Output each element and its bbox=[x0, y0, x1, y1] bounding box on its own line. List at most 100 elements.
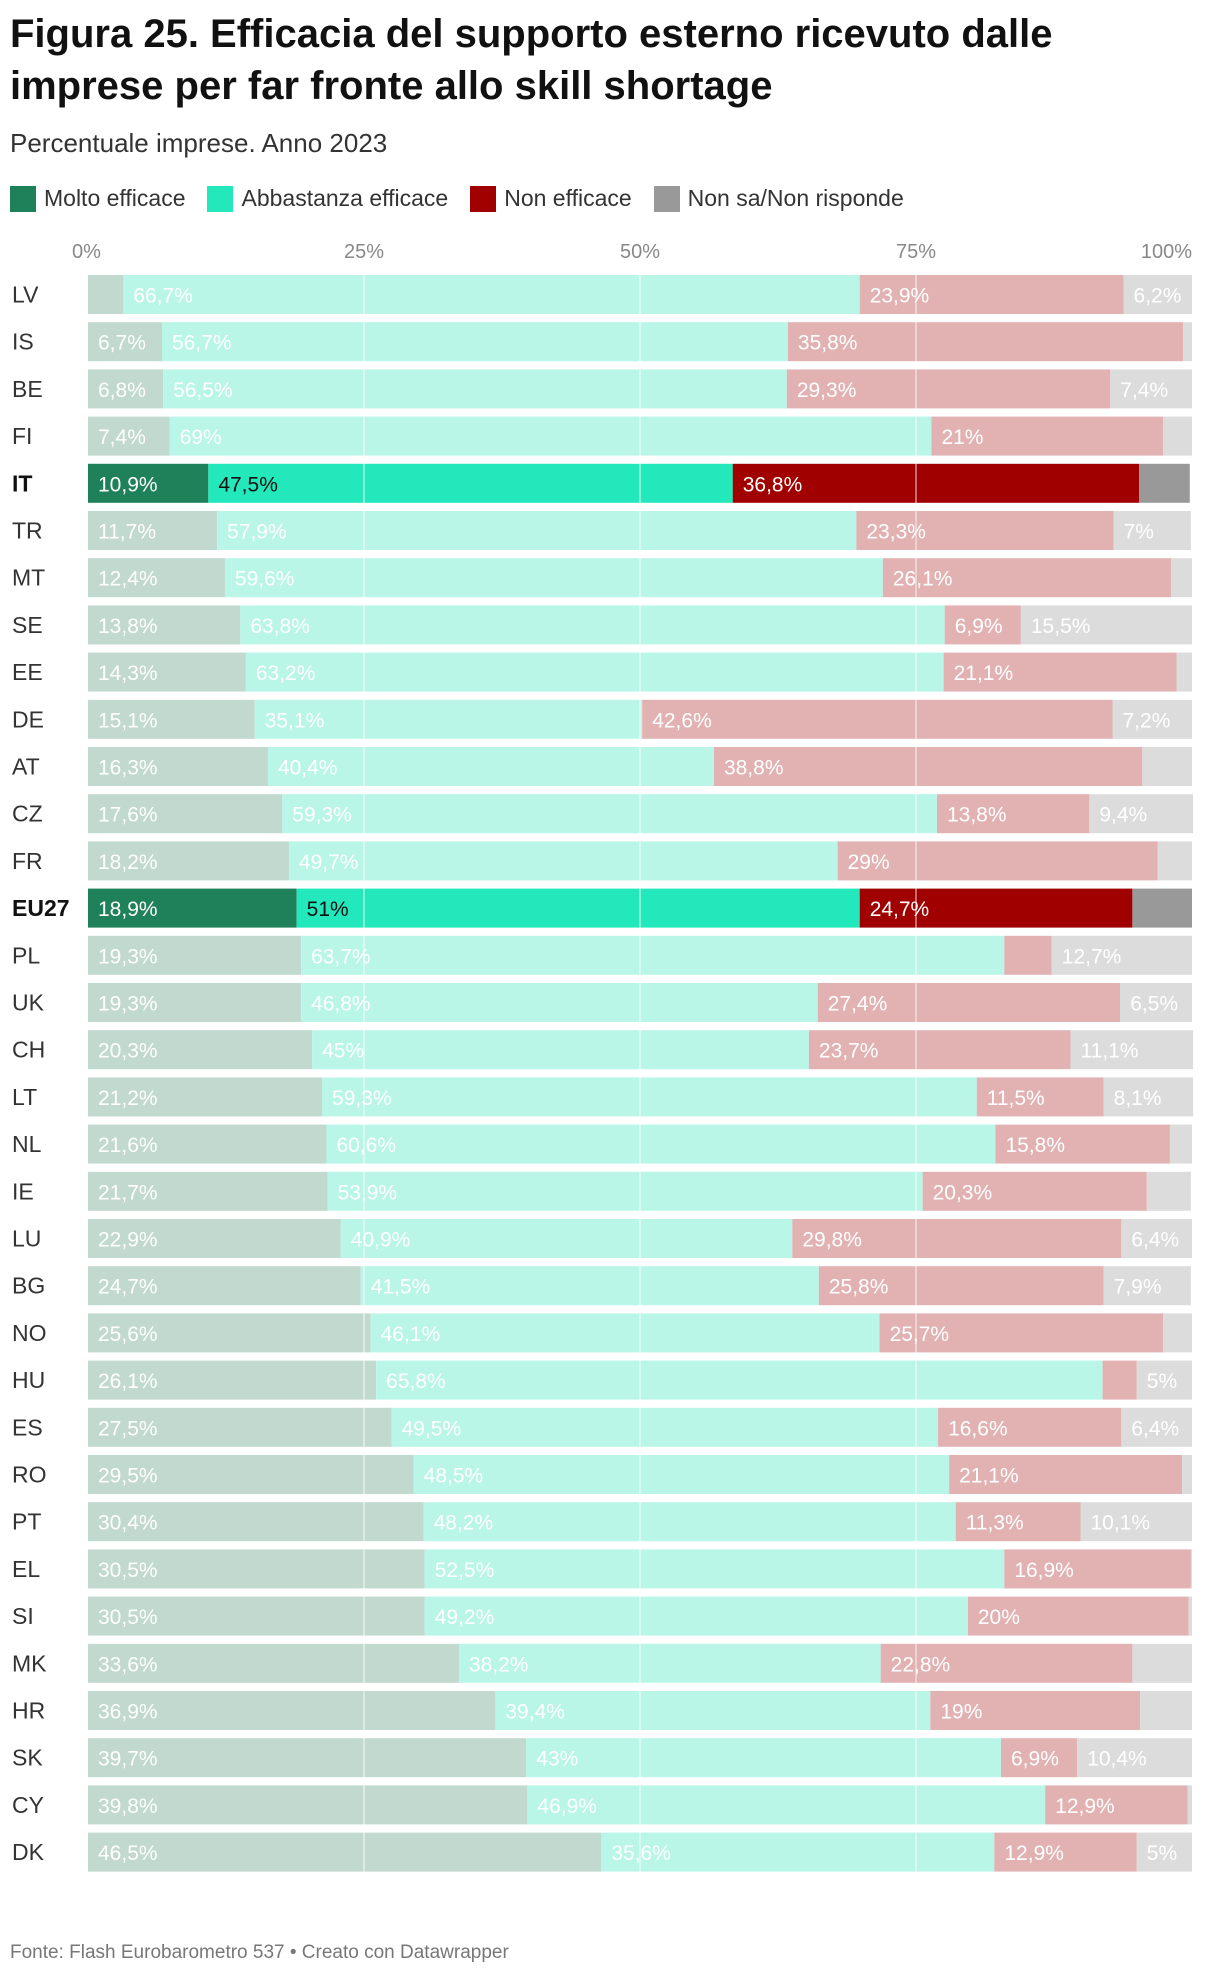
legend: Molto efficace Abbastanza efficace Non eff… bbox=[10, 185, 904, 212]
data-label: 6,5% bbox=[1130, 993, 1178, 1016]
bar-segment bbox=[1163, 1313, 1192, 1353]
bar-segment bbox=[217, 511, 857, 550]
bar-segment bbox=[1080, 1502, 1192, 1542]
bar-segment bbox=[1182, 1455, 1192, 1494]
country-label: LT bbox=[12, 1084, 37, 1110]
data-label: 30,5% bbox=[98, 1559, 158, 1582]
data-label: 23,7% bbox=[819, 1040, 879, 1063]
bar-segment bbox=[949, 1455, 1183, 1494]
legend-swatch bbox=[653, 185, 680, 212]
bar-segment bbox=[88, 1030, 313, 1070]
bar-segment bbox=[1123, 275, 1192, 314]
data-label: 25,8% bbox=[829, 1276, 889, 1299]
data-label: 27,5% bbox=[98, 1417, 158, 1440]
country-label: SK bbox=[12, 1745, 43, 1771]
data-label: 63,7% bbox=[311, 945, 371, 968]
data-label: 7,2% bbox=[1123, 709, 1171, 732]
bar-segment bbox=[370, 1313, 880, 1353]
bar-segment bbox=[1004, 935, 1052, 975]
data-label: 46,1% bbox=[381, 1323, 441, 1346]
data-label: 6,2% bbox=[1134, 285, 1182, 308]
data-label: 15,8% bbox=[1005, 1134, 1065, 1157]
data-label: 14,3% bbox=[98, 662, 158, 685]
bar-segment bbox=[88, 605, 241, 645]
bar-segment bbox=[88, 1785, 528, 1825]
country-label: CH bbox=[12, 1037, 45, 1063]
country-label: ES bbox=[12, 1414, 43, 1440]
bar-segment bbox=[859, 888, 1133, 928]
data-label: 6,9% bbox=[955, 615, 1003, 638]
stacked-bar-chart: 0% 25% 50% 75% 100% 66,7% 23,9% 6,2% 6,7% 56,7% 35… bbox=[12, 241, 1194, 1872]
bar-segment bbox=[88, 1738, 527, 1778]
bar-segment bbox=[1187, 1785, 1192, 1825]
bar-segment bbox=[856, 511, 1114, 550]
bar-segment bbox=[1163, 416, 1192, 456]
x-tick-label: 100% bbox=[1141, 241, 1192, 263]
bar-segment bbox=[296, 888, 860, 928]
bar-segment bbox=[288, 841, 838, 881]
legend-item: Non efficace bbox=[470, 185, 632, 212]
data-label: 7,4% bbox=[98, 426, 146, 449]
bar-segment bbox=[1113, 511, 1191, 550]
data-label: 39,4% bbox=[505, 1701, 565, 1724]
data-label: 40,9% bbox=[351, 1229, 411, 1252]
bar-segment bbox=[1183, 322, 1192, 362]
bar-segment bbox=[922, 1171, 1147, 1211]
bar-segment bbox=[1110, 369, 1192, 409]
country-label: EL bbox=[12, 1556, 40, 1582]
bar-segment bbox=[817, 983, 1121, 1022]
bar-segment bbox=[88, 1313, 371, 1353]
bar-segment bbox=[391, 1407, 939, 1447]
legend-swatch bbox=[207, 185, 234, 212]
bar-segment bbox=[88, 983, 302, 1022]
bar-segment bbox=[976, 1077, 1104, 1117]
bar-segment bbox=[936, 794, 1090, 834]
data-label: 6,9% bbox=[1011, 1748, 1059, 1771]
data-label: 21% bbox=[941, 426, 983, 449]
data-label: 7,4% bbox=[1120, 379, 1168, 402]
bar-segment bbox=[1132, 1643, 1192, 1683]
data-label: 9,4% bbox=[1099, 804, 1147, 827]
bar-segment bbox=[424, 1596, 968, 1636]
data-label: 41,5% bbox=[371, 1276, 431, 1299]
data-label: 29,5% bbox=[98, 1465, 158, 1488]
data-label: 6,7% bbox=[98, 332, 146, 355]
data-label: 38,2% bbox=[469, 1653, 529, 1676]
data-label: 39,7% bbox=[98, 1748, 158, 1771]
bar-segment bbox=[1136, 1360, 1192, 1400]
data-label: 23,9% bbox=[870, 285, 930, 308]
data-label: 26,1% bbox=[98, 1370, 158, 1393]
data-label: 23,3% bbox=[866, 521, 926, 544]
country-label: SE bbox=[12, 612, 43, 638]
chart-subtitle: Percentuale imprese. Anno 2023 bbox=[10, 128, 388, 158]
bar-segment bbox=[808, 1030, 1071, 1070]
data-label: 56,5% bbox=[173, 379, 233, 402]
bar-segment bbox=[1102, 1360, 1137, 1400]
bar-segment bbox=[88, 275, 124, 314]
x-tick-label: 75% bbox=[896, 241, 936, 263]
bar-segment bbox=[88, 888, 297, 928]
data-label: 35,1% bbox=[265, 709, 325, 732]
bar-segment bbox=[1004, 1549, 1191, 1589]
country-label: IE bbox=[12, 1178, 34, 1204]
bar-segment bbox=[943, 652, 1177, 692]
x-tick-label: 50% bbox=[620, 241, 660, 263]
bar-segment bbox=[88, 1360, 377, 1400]
data-label: 5% bbox=[1147, 1370, 1177, 1393]
bar-segment bbox=[931, 416, 1164, 456]
data-label: 13,8% bbox=[947, 804, 1007, 827]
bar-segment bbox=[88, 1124, 327, 1164]
bar-segment bbox=[88, 1171, 328, 1211]
data-label: 21,6% bbox=[98, 1134, 158, 1157]
bar-segment bbox=[301, 935, 1005, 975]
bar-segment bbox=[301, 983, 818, 1022]
data-label: 51% bbox=[307, 898, 349, 921]
data-label: 6,4% bbox=[1131, 1417, 1179, 1440]
data-label: 20,3% bbox=[98, 1040, 158, 1063]
data-label: 18,2% bbox=[98, 851, 158, 874]
bar-segment bbox=[88, 1407, 392, 1447]
bar-segment bbox=[1146, 1171, 1191, 1211]
bar-segment bbox=[787, 322, 1184, 362]
country-label: EU27 bbox=[12, 895, 70, 921]
data-label: 21,7% bbox=[98, 1181, 158, 1204]
